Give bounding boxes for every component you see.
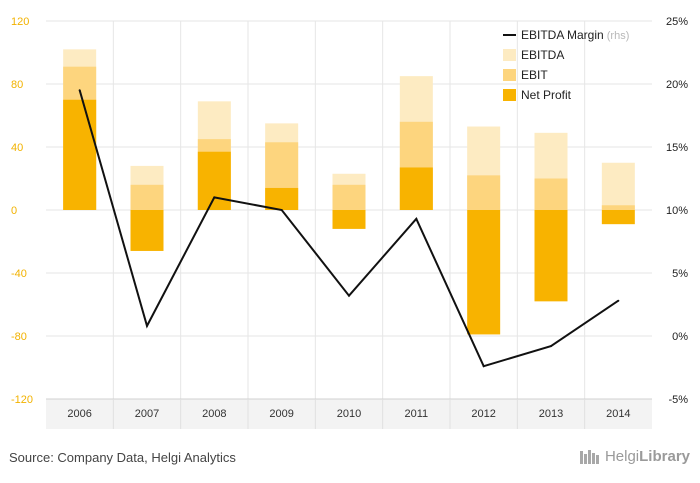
bar-net-profit-2009 <box>265 187 299 210</box>
y-right-tick-label: 5% <box>672 268 688 280</box>
x-tick-label: 2010 <box>337 408 361 420</box>
x-tick-label: 2012 <box>471 408 495 420</box>
legend: EBITDA Margin (rhs) EBITDA EBIT Net Profit <box>503 28 629 102</box>
bar-net-profit-2014 <box>601 210 635 225</box>
y-left-tick-label: 80 <box>11 79 23 91</box>
point-ebitda-margin-2009 <box>280 209 283 211</box>
library-icon <box>579 449 599 464</box>
legend-swatch-net-profit <box>503 89 516 101</box>
point-ebitda-margin-2011 <box>415 217 418 220</box>
x-tick-label: 2013 <box>539 408 563 420</box>
point-ebitda-margin-2013 <box>550 345 552 348</box>
source-note: Source: Company Data, Helgi Analytics <box>9 450 236 465</box>
y-right-tick-label: 0% <box>672 331 688 343</box>
bar-net-profit-2013 <box>534 210 568 302</box>
bar-ebit-2014 <box>601 205 635 210</box>
y-right-tick-label: 20% <box>666 79 688 91</box>
legend-label-ebit: EBIT <box>521 68 548 82</box>
y-right-tick-label: 15% <box>666 142 688 154</box>
x-tick-label: 2009 <box>269 408 293 420</box>
gridlines <box>46 20 652 399</box>
y-left-tick-label: 40 <box>11 142 23 154</box>
point-ebitda-margin-2012 <box>482 365 485 368</box>
legend-suffix-rhs: (rhs) <box>604 30 630 42</box>
y-axis-left: 120 80 40 0 -40 -80 -120 <box>11 16 33 406</box>
legend-label-net-profit: Net Profit <box>521 88 572 102</box>
bar-ebit-2010 <box>332 184 366 210</box>
x-axis: 2006 2007 2008 2009 2010 2011 2012 2013 2014 <box>46 398 652 429</box>
legend-label-ebitda-margin: EBITDA Margin (rhs) <box>521 28 629 42</box>
bar-ebit-2013 <box>534 178 568 210</box>
bar-net-profit-2006 <box>63 99 97 210</box>
y-left-tick-label: -40 <box>11 268 27 280</box>
bar-ebitda-2014 <box>601 162 635 210</box>
point-ebitda-margin-2010 <box>348 294 350 297</box>
legend-swatch-ebit <box>503 69 516 81</box>
x-tick-label: 2011 <box>405 408 429 420</box>
bar-ebit-2012 <box>467 175 501 210</box>
y-right-tick-label: -5% <box>668 394 688 406</box>
bar-net-profit-2008 <box>197 151 231 210</box>
y-axis-right: 25% 20% 15% 10% 5% 0% -5% <box>666 16 688 406</box>
y-left-tick-label: -120 <box>11 394 33 406</box>
bar-net-profit-2012 <box>467 210 501 335</box>
x-axis-band <box>46 399 652 429</box>
legend-swatch-ebitda <box>503 49 516 61</box>
x-tick-label: 2006 <box>67 408 91 420</box>
bar-net-profit-2007 <box>130 210 164 251</box>
y-left-tick-label: 120 <box>11 16 29 28</box>
logo-text-library: Library <box>639 448 690 465</box>
y-right-tick-label: 25% <box>666 16 688 28</box>
chart: 2006 2007 2008 2009 2010 2011 2012 2013 2014 120… <box>11 16 688 429</box>
point-ebitda-margin-2007 <box>146 324 148 327</box>
legend-label-ebitda: EBITDA <box>521 48 564 62</box>
x-tick-label: 2008 <box>202 408 226 420</box>
point-ebitda-margin-2008 <box>213 196 216 199</box>
bar-net-profit-2011 <box>399 167 433 210</box>
x-tick-label: 2014 <box>606 408 630 420</box>
y-left-tick-label: 0 <box>11 205 17 217</box>
logo-text-helgi: Helgi <box>604 448 640 465</box>
bar-ebit-2007 <box>130 184 164 210</box>
margin-line <box>78 89 620 368</box>
x-tick-label: 2007 <box>135 408 159 420</box>
y-right-tick-label: 10% <box>666 205 688 217</box>
y-left-tick-label: -80 <box>11 331 27 343</box>
point-ebitda-margin-2014 <box>617 299 620 302</box>
bars <box>63 49 635 335</box>
bar-net-profit-2010 <box>332 210 366 229</box>
point-ebitda-margin-2006 <box>78 89 81 92</box>
helgi-library-logo: HelgiLibrary <box>579 448 690 465</box>
